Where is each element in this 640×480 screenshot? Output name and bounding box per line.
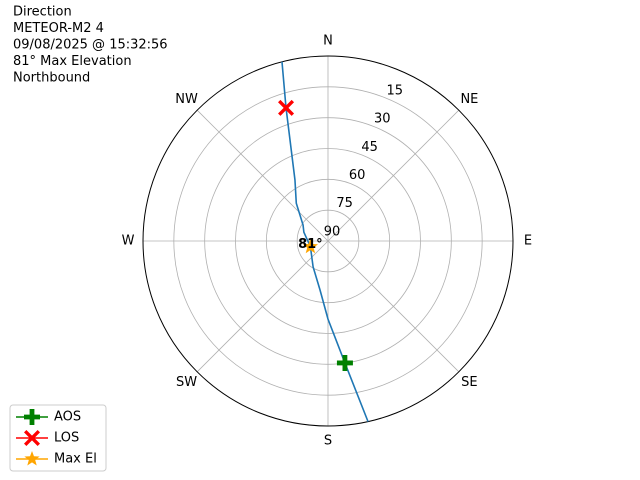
r-tick-label: 75 <box>336 196 353 211</box>
legend-label: Max El <box>54 452 97 467</box>
track-line <box>281 61 369 422</box>
theta-tick-label: NW <box>175 92 198 107</box>
r-tick-label: 60 <box>349 168 366 183</box>
r-tick-label: 90 <box>324 224 341 239</box>
title-line: Northbound <box>13 71 90 86</box>
theta-tick-label: S <box>324 434 332 449</box>
r-tick-label: 45 <box>361 140 378 155</box>
theta-tick-label: W <box>122 234 135 249</box>
max-el-label: 81° <box>298 237 323 252</box>
r-tick-label: 15 <box>386 84 403 99</box>
legend-label: LOS <box>54 431 79 446</box>
marker <box>302 238 319 254</box>
grid-spoke <box>196 109 329 242</box>
grid-spoke <box>327 240 460 373</box>
title-line: 09/08/2025 @ 15:32:56 <box>13 38 168 53</box>
marker <box>336 354 353 371</box>
title-line: 81° Max Elevation <box>13 54 132 69</box>
theta-tick-label: SW <box>176 375 197 390</box>
legend-marker <box>24 430 40 446</box>
grid-spoke <box>196 240 329 373</box>
legend: AOS LOS Max El <box>9 404 107 472</box>
title-line: METEOR-M2 4 <box>13 21 104 36</box>
r-tick-label: 30 <box>374 112 391 127</box>
marker <box>278 99 295 116</box>
legend-label: AOS <box>54 410 81 425</box>
theta-tick-label: NE <box>460 92 478 107</box>
theta-tick-label: SE <box>461 375 477 390</box>
theta-tick-label: E <box>524 234 532 249</box>
legend-marker <box>24 409 40 425</box>
legend-marker <box>24 451 40 466</box>
grid-spoke <box>327 109 460 242</box>
theta-tick-label: N <box>323 34 333 49</box>
title-line: Direction <box>13 5 72 20</box>
outer-circle <box>142 55 514 427</box>
